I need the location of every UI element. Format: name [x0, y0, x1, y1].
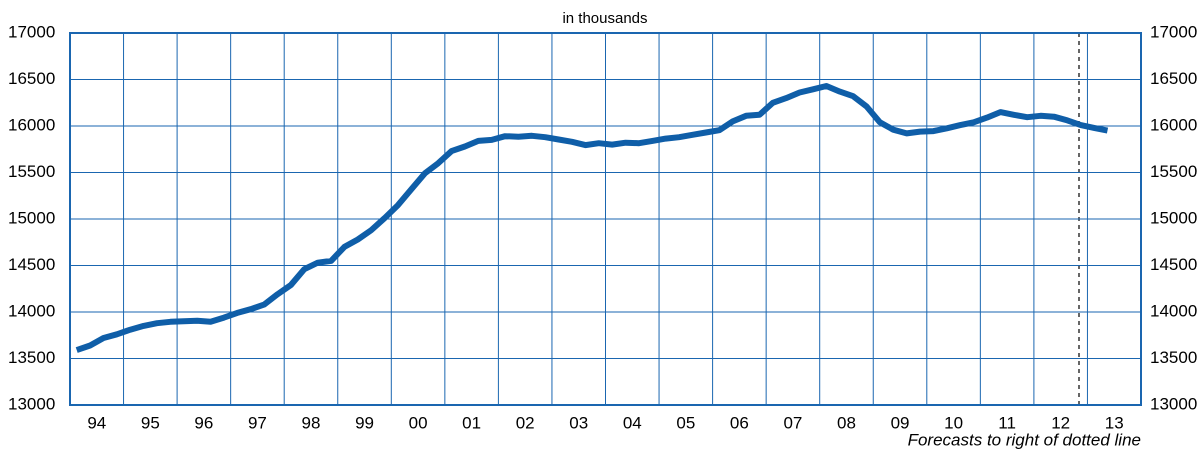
x-tick-label: 13 [1105, 413, 1124, 432]
data-line [75, 83, 1109, 353]
x-tick-label: 97 [248, 413, 267, 432]
y2-tick-label: 16000 [1150, 115, 1197, 134]
x-tick-label: 01 [462, 413, 481, 432]
x-tick-label: 11 [998, 413, 1016, 432]
x-tick-label: 99 [355, 413, 374, 432]
y2-tick-label: 14500 [1150, 255, 1197, 274]
y2-tick-label: 13500 [1150, 348, 1197, 367]
y-tick-label: 17000 [8, 22, 55, 41]
y-tick-label: 13500 [8, 348, 55, 367]
plot-frame [69, 32, 1142, 406]
y-tick-label: 14000 [8, 301, 55, 320]
y2-tick-label: 17000 [1150, 22, 1197, 41]
forecast-note: Forecasts to right of dotted line [908, 430, 1141, 449]
x-tick-label: 00 [409, 413, 428, 432]
x-tick-label: 95 [141, 413, 160, 432]
y-tick-label: 14500 [8, 255, 55, 274]
y2-tick-label: 14000 [1150, 301, 1197, 320]
x-tick-label: 10 [944, 413, 963, 432]
y-tick-label: 15000 [8, 208, 55, 227]
x-tick-label: 12 [1051, 413, 1070, 432]
x-tick-label: 04 [623, 413, 642, 432]
x-tick-label: 98 [302, 413, 321, 432]
x-tick-label: 02 [516, 413, 535, 432]
y2-tick-label: 13000 [1150, 394, 1197, 413]
y2-tick-label: 15500 [1150, 162, 1197, 181]
y-tick-label: 13000 [8, 394, 55, 413]
chart-title: in thousands [562, 10, 647, 27]
x-tick-label: 09 [891, 413, 910, 432]
x-tick-label: 96 [194, 413, 213, 432]
y-tick-label: 16500 [8, 69, 55, 88]
x-tick-label: 94 [87, 413, 106, 432]
y-tick-label: 16000 [8, 115, 55, 134]
x-tick-label: 07 [783, 413, 802, 432]
y2-tick-label: 15000 [1150, 208, 1197, 227]
x-tick-label: 06 [730, 413, 749, 432]
y2-tick-label: 16500 [1150, 69, 1197, 88]
x-tick-label: 03 [569, 413, 588, 432]
x-tick-label: 08 [837, 413, 856, 432]
y-tick-label: 15500 [8, 162, 55, 181]
x-tick-label: 05 [676, 413, 695, 432]
